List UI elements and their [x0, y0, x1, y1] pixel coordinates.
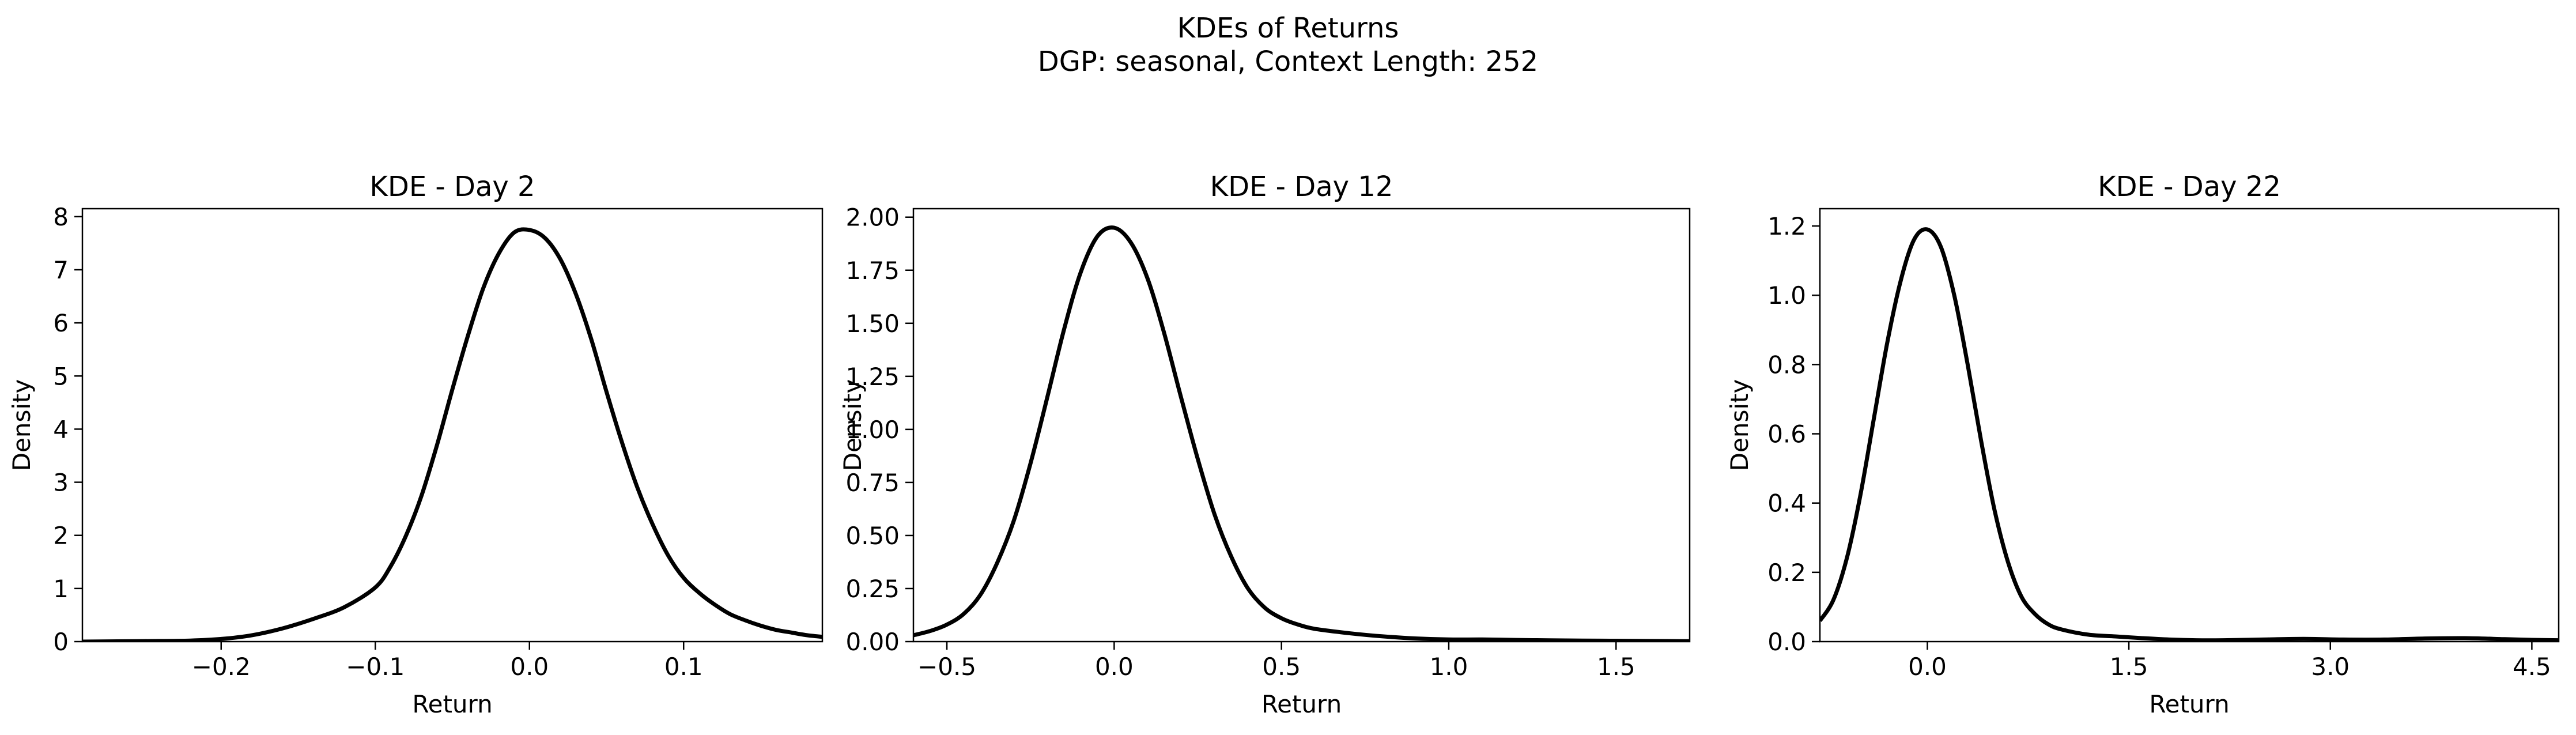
- x-tick-label: 1.5: [2110, 653, 2148, 681]
- y-tick-label: 1: [53, 575, 69, 603]
- axes-frame: [81, 208, 824, 643]
- y-tick-label: 1.0: [1767, 281, 1806, 310]
- y-tick-label: 1.2: [1767, 212, 1806, 240]
- y-tick-label: 0.0: [1767, 628, 1806, 656]
- subplot-title: KDE - Day 12: [1210, 171, 1393, 203]
- subplot-day-12: KDE - Day 12 −0.5 0.0 0.5 1.0 1.5 0.00 0.25 0.50…: [838, 171, 1691, 718]
- x-axis-label: Return: [2149, 690, 2229, 718]
- axes-frame: [912, 208, 1691, 643]
- x-tick-label: −0.2: [192, 653, 251, 681]
- kde-curve: [913, 225, 1690, 642]
- subplot-day-22: KDE - Day 22 0.0 1.5 3.0 4.5 0.0 0.2 0.4 0.6 0.8 1…: [1725, 171, 2560, 718]
- y-tick-label: 2: [53, 522, 69, 550]
- y-tick-label: 6: [53, 309, 69, 337]
- figure-subtitle: DGP: seasonal, Context Length: 252: [1037, 46, 1539, 78]
- kde-curve: [82, 227, 822, 642]
- figure-title: KDEs of Returns: [1177, 12, 1399, 44]
- x-tick-label: −0.5: [917, 653, 976, 681]
- x-tick-label: 1.5: [1597, 653, 1636, 681]
- y-tick-label: 1.75: [845, 257, 900, 285]
- y-tick-label: 0.75: [845, 469, 900, 497]
- x-tick-label: 0.1: [664, 653, 703, 681]
- y-tick-label: 0.2: [1767, 559, 1806, 587]
- axes-frame: [1819, 208, 2560, 643]
- y-tick-label: 0: [53, 628, 69, 656]
- y-tick-label: 5: [53, 362, 69, 390]
- x-tick-label: 0.0: [1095, 653, 1134, 681]
- x-axis-label: Return: [412, 690, 492, 718]
- x-tick-label: 0.0: [510, 653, 549, 681]
- y-tick-label: 4: [53, 415, 69, 443]
- y-tick-label: 0.50: [845, 522, 900, 550]
- y-tick-label: 1.25: [845, 363, 900, 391]
- y-axis-label: Density: [838, 379, 867, 472]
- y-tick-label: 7: [53, 256, 69, 284]
- x-tick-label: −0.1: [346, 653, 405, 681]
- y-tick-label: 2.00: [845, 203, 900, 232]
- y-tick-label: 0.4: [1767, 489, 1806, 518]
- kde-curve: [1820, 227, 2559, 642]
- y-axis-label: Density: [1725, 379, 1754, 472]
- x-axis-label: Return: [1261, 690, 1342, 718]
- subplot-title: KDE - Day 22: [2098, 171, 2281, 203]
- y-tick-label: 8: [53, 203, 69, 231]
- y-tick-label: 0.6: [1767, 420, 1806, 448]
- y-tick-label: 3: [53, 469, 69, 497]
- y-tick-label: 0.8: [1767, 350, 1806, 379]
- y-tick-label: 1.50: [845, 310, 900, 338]
- figure-title-block: KDEs of Returns DGP: seasonal, Context L…: [0, 12, 2576, 78]
- y-tick-label: 1.00: [845, 416, 900, 444]
- y-tick-label: 0.00: [845, 628, 900, 656]
- y-axis-label: Density: [7, 379, 36, 472]
- x-tick-label: 3.0: [2311, 653, 2350, 681]
- subplot-title: KDE - Day 2: [369, 171, 535, 203]
- x-tick-label: 0.0: [1908, 653, 1947, 681]
- x-tick-label: 1.0: [1430, 653, 1468, 681]
- y-tick-label: 0.25: [845, 575, 900, 603]
- x-tick-label: 0.5: [1262, 653, 1301, 681]
- subplot-day-2: KDE - Day 2 −0.2 −0.1 0.0 0.1 0 1 2 3 4 5 6 7 8 Return…: [7, 171, 824, 718]
- x-tick-label: 4.5: [2513, 653, 2551, 681]
